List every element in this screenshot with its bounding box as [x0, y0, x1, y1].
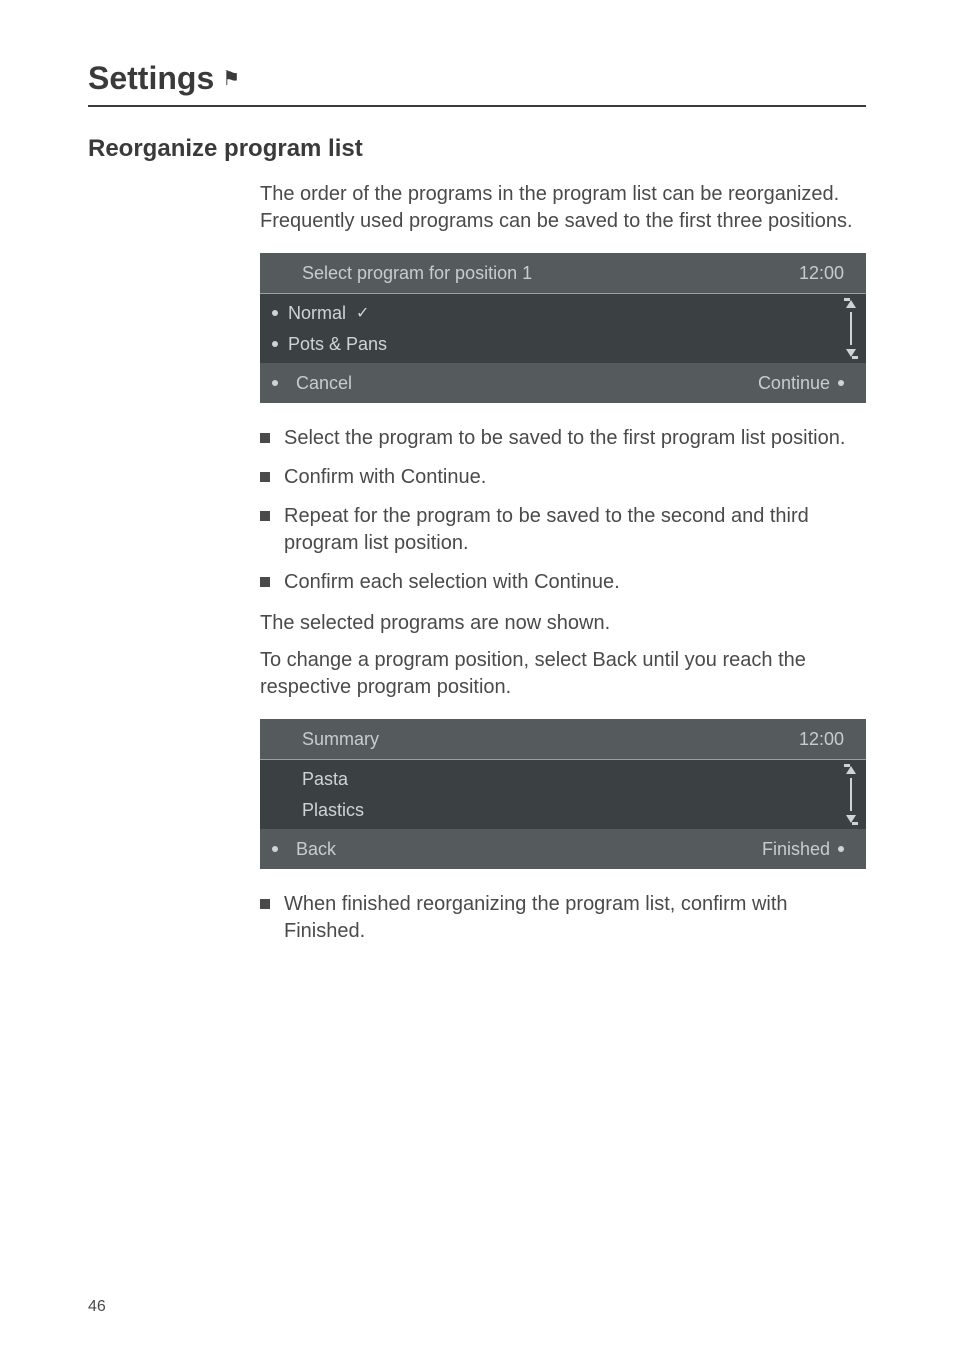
bullet-dot-icon: [272, 846, 278, 852]
bullet-dot-icon: [272, 310, 278, 316]
lcd-clock: 12:00: [799, 261, 844, 285]
lcd-screenshot-select: Select program for position 1 12:00 Norm…: [260, 253, 866, 403]
chapter-title-text: Settings: [88, 60, 214, 97]
lcd-header-title: Summary: [302, 727, 379, 751]
lcd-screenshot-summary: Summary 12:00 Pasta Plastics: [260, 719, 866, 869]
lcd-footer-left: Cancel: [272, 371, 352, 395]
lcd-back-label: Back: [296, 837, 336, 861]
lcd-clock: 12:00: [799, 727, 844, 751]
lcd-footer: Back Finished: [260, 829, 866, 869]
list-item: Confirm with Continue.: [260, 464, 866, 491]
chevron-down-icon: [844, 347, 858, 359]
bullet-dot-icon: [272, 380, 278, 386]
lcd-header: Select program for position 1 12:00: [260, 253, 866, 294]
lcd-continue-label: Continue: [758, 371, 830, 395]
lcd-row: Normal ✓: [272, 298, 842, 328]
bullet-dot-icon: [838, 846, 844, 852]
lcd-body: Normal ✓ Pots & Pans: [260, 294, 866, 363]
list-item: When finished reorganizing the program l…: [260, 891, 866, 945]
lcd-header: Summary 12:00: [260, 719, 866, 760]
lcd-row-label: Pasta: [302, 767, 348, 791]
page-number: 46: [88, 1298, 106, 1316]
flag-icon: ⚑: [222, 66, 240, 91]
scroll-bar-icon: [850, 778, 852, 811]
section-title: Reorganize program list: [88, 135, 866, 163]
lcd-row: Plastics: [272, 795, 842, 825]
bullet-dot-icon: [272, 341, 278, 347]
lcd-footer-left: Back: [272, 837, 336, 861]
list-item: Select the program to be saved to the fi…: [260, 425, 866, 452]
lcd-footer: Cancel Continue: [260, 363, 866, 403]
lcd-body: Pasta Plastics: [260, 760, 866, 829]
lcd-row: Pasta: [272, 764, 842, 794]
lcd-cancel-label: Cancel: [296, 371, 352, 395]
chevron-up-icon: [844, 298, 858, 310]
chevron-up-icon: [844, 764, 858, 776]
instruction-list: When finished reorganizing the program l…: [260, 891, 866, 945]
lcd-row-label: Plastics: [302, 798, 364, 822]
mid-paragraph: To change a program position, select Bac…: [260, 647, 866, 701]
lcd-row: Pots & Pans: [272, 329, 842, 359]
lcd-footer-right: Finished: [762, 837, 854, 861]
mid-paragraph: The selected programs are now shown.: [260, 610, 866, 637]
scroll-indicator: [844, 764, 858, 825]
scroll-indicator: [844, 298, 858, 359]
bullet-dot-icon: [838, 380, 844, 386]
intro-paragraph: The order of the programs in the program…: [260, 181, 866, 235]
list-item: Confirm each selection with Continue.: [260, 569, 866, 596]
chapter-title: Settings ⚑: [88, 60, 866, 107]
scroll-bar-icon: [850, 312, 852, 345]
check-icon: ✓: [356, 303, 369, 325]
instruction-list: Select the program to be saved to the fi…: [260, 425, 866, 596]
list-item: Repeat for the program to be saved to th…: [260, 503, 866, 557]
lcd-footer-right: Continue: [758, 371, 854, 395]
chevron-down-icon: [844, 813, 858, 825]
lcd-finished-label: Finished: [762, 837, 830, 861]
lcd-header-title: Select program for position 1: [302, 261, 532, 285]
lcd-row-label: Normal: [288, 301, 346, 325]
lcd-row-label: Pots & Pans: [288, 332, 387, 356]
